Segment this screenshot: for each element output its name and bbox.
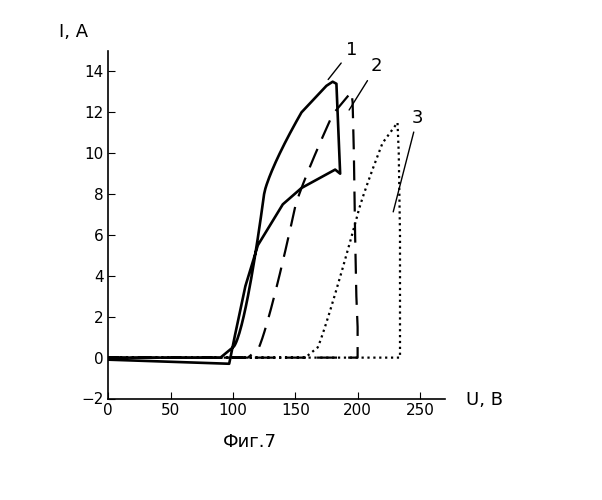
Text: 3: 3 xyxy=(393,108,423,212)
Text: 2: 2 xyxy=(349,58,382,110)
Text: 1: 1 xyxy=(328,41,357,80)
Text: Фиг.7: Фиг.7 xyxy=(223,433,277,451)
Y-axis label: I, А: I, А xyxy=(59,22,88,40)
Text: U, В: U, В xyxy=(466,392,503,409)
